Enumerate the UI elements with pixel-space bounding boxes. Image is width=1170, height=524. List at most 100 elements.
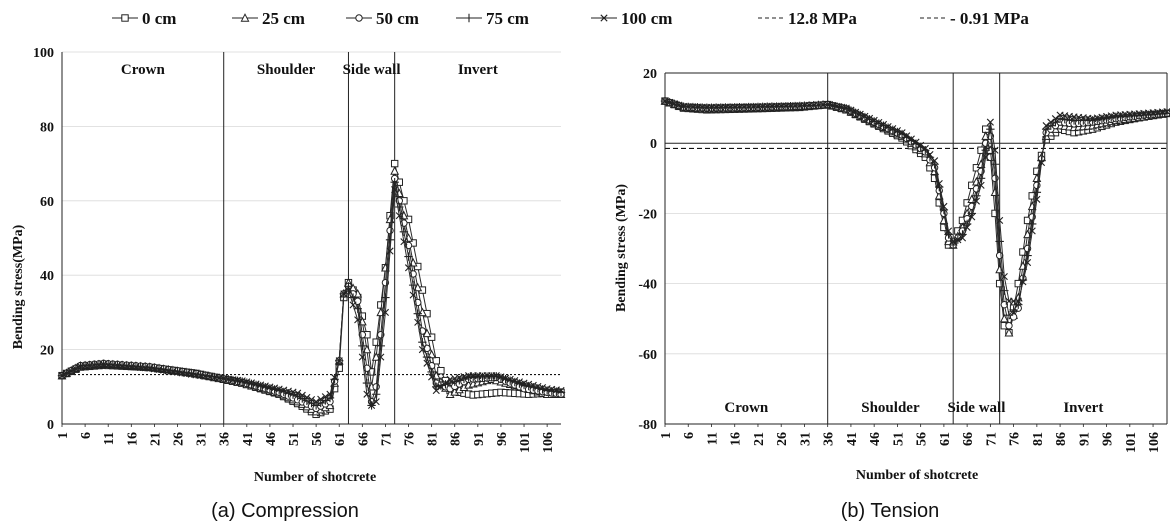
data-point — [437, 383, 445, 391]
series-0-cm — [661, 97, 1170, 337]
data-point — [907, 135, 915, 143]
x-tick-label: 56 — [310, 432, 325, 446]
y-tick-label: 0 — [650, 137, 657, 152]
data-point — [492, 372, 500, 380]
data-point — [335, 357, 343, 365]
data-point — [381, 293, 390, 302]
data-point — [445, 378, 455, 388]
data-point — [870, 116, 878, 124]
legend-label: - 0.91 MPa — [950, 9, 1029, 28]
data-point — [996, 216, 1004, 225]
data-point — [935, 179, 943, 188]
data-point — [940, 202, 948, 210]
data-point — [386, 226, 394, 235]
region-label-side-wall: Side wall — [343, 62, 401, 78]
x-tick-label: 46 — [264, 432, 279, 446]
legend-label: 100 cm — [621, 9, 672, 28]
data-point — [533, 384, 543, 393]
legend-circle-icon — [355, 14, 363, 22]
data-point — [963, 223, 971, 232]
data-point — [847, 106, 855, 114]
x-tick-label: 101 — [518, 432, 533, 453]
data-point — [441, 379, 450, 387]
x-tick-label: 21 — [752, 432, 767, 446]
x-tick-label: 51 — [891, 432, 906, 446]
x-tick-label: 86 — [1054, 432, 1069, 446]
x-tick-label: 76 — [403, 432, 418, 446]
data-point — [972, 197, 981, 205]
data-point — [1019, 278, 1027, 286]
data-point — [851, 108, 860, 116]
chart-compression-y-axis-title: Bending stress(MPa) — [11, 224, 26, 349]
legend-label: 25 cm — [262, 9, 305, 28]
data-point — [340, 290, 348, 298]
data-point — [501, 374, 510, 382]
data-point — [414, 262, 422, 271]
data-point — [326, 390, 334, 398]
x-tick-label: 91 — [472, 432, 487, 446]
data-point — [893, 127, 901, 135]
data-point — [1037, 158, 1046, 167]
data-point — [506, 375, 514, 383]
chart-compression-region-labels: Crown Shoulder Side wall Invert — [121, 62, 498, 78]
data-point — [335, 364, 343, 372]
y-tick-label: 60 — [40, 195, 54, 210]
data-point — [921, 144, 929, 153]
series-100-cm — [661, 97, 1170, 305]
data-point — [538, 385, 547, 394]
data-point — [926, 151, 934, 159]
data-point — [842, 104, 850, 112]
chart-tension-caption: (b) Tension — [841, 500, 940, 522]
x-tick-label: 1 — [56, 432, 71, 439]
region-label-invert: Invert — [458, 62, 498, 78]
data-point — [418, 337, 427, 347]
data-point — [1028, 227, 1036, 235]
x-tick-label: 106 — [541, 432, 556, 453]
data-point — [510, 377, 519, 387]
chart-compression-series — [57, 159, 566, 419]
chart-tension-region-boundaries — [827, 73, 1001, 424]
x-tick-label: 31 — [798, 432, 813, 446]
data-point — [358, 341, 367, 351]
x-tick-label: 6 — [79, 432, 94, 439]
data-point — [1051, 115, 1060, 123]
data-point — [395, 212, 403, 220]
data-point — [303, 393, 311, 401]
data-point — [279, 387, 288, 397]
data-point — [408, 280, 418, 290]
y-tick-label: 20 — [40, 344, 54, 359]
data-point — [428, 373, 436, 381]
data-point — [912, 138, 920, 146]
data-point — [294, 389, 302, 397]
y-tick-label: -40 — [638, 278, 657, 293]
x-tick-label: 76 — [1008, 432, 1023, 446]
data-point — [529, 382, 538, 392]
series-100-cm — [58, 186, 565, 409]
chart-tension-x-axis-title: Number of shotcrete — [856, 468, 978, 483]
chart-compression-region-boundaries — [223, 52, 396, 424]
data-point — [1005, 322, 1013, 330]
y-tick-label: 100 — [33, 46, 54, 61]
region-label-invert: Invert — [1063, 400, 1103, 416]
data-point — [889, 124, 897, 133]
x-tick-label: 96 — [1101, 432, 1116, 446]
region-label-crown: Crown — [724, 400, 769, 416]
data-point — [931, 157, 939, 165]
x-tick-label: 16 — [125, 432, 140, 446]
legend-label: 50 cm — [376, 9, 419, 28]
data-point — [404, 215, 413, 224]
data-point — [432, 386, 440, 395]
data-point — [427, 367, 436, 377]
chart-tension-grid — [665, 72, 1167, 355]
x-tick-label: 26 — [775, 432, 790, 446]
data-point — [362, 344, 372, 354]
data-point — [921, 146, 930, 155]
data-point — [409, 291, 417, 299]
x-tick-label: 36 — [822, 432, 837, 446]
data-point — [991, 146, 999, 154]
data-point — [353, 304, 362, 313]
data-point — [414, 318, 422, 326]
legend-item-25-cm: 25 cm — [232, 9, 305, 28]
